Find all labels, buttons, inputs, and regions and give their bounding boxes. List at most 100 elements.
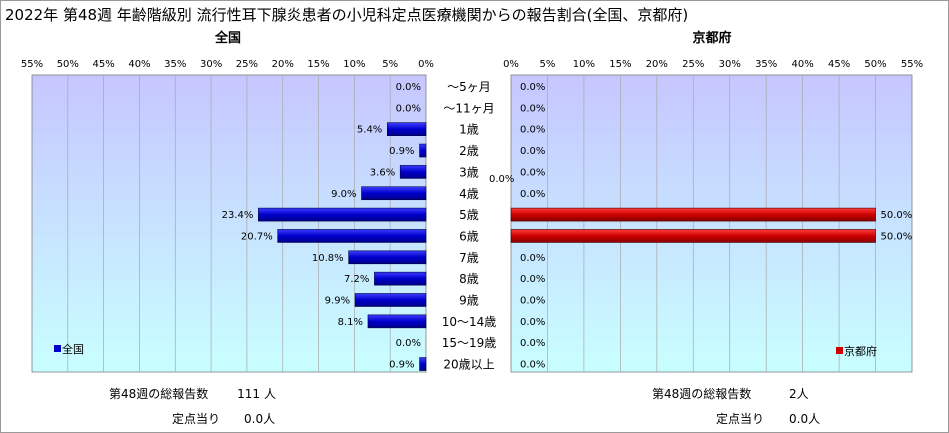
kyoto-tick-label: 50% xyxy=(864,59,886,70)
national-tick-label: 5% xyxy=(382,59,398,70)
kyoto-tick-label: 30% xyxy=(719,59,741,70)
age-category-labels: ～5ヶ月 ～11ヶ月 1歳 2歳 3歳 4歳 5歳 6歳 7歳 8歳 9歳 10～14歳 15～19歳 2… xyxy=(442,80,497,372)
kyoto-tick-label: 0% xyxy=(503,59,519,70)
age-category-label: 10～14歳 xyxy=(442,315,497,329)
national-bar xyxy=(258,207,427,222)
kyoto-value-label: 0.0% xyxy=(520,317,545,328)
kyoto-tick-labels: 0% 5% 10% 15% 20% 25% 30% 35% 40% 45% 50% 55% xyxy=(503,59,923,70)
national-bar xyxy=(361,186,427,201)
national-plot-area xyxy=(31,74,427,373)
age-category-label: 9歳 xyxy=(459,294,479,308)
kyoto-value-label: 50.0% xyxy=(881,231,913,242)
national-tick-label: 50% xyxy=(57,59,79,70)
national-value-labels: 0.0% 0.0% 5.4% 0.9% 3.6% 9.0% 23.4% 20.7% 10.8%7… xyxy=(222,82,421,371)
kyoto-value-labels: 0.0% 0.0% 0.0% 0.0% 0.0% 0.0% 50.0% 50.0% 0.0% 0.… xyxy=(520,82,912,371)
kyoto-value-label: 0.0% xyxy=(520,296,545,307)
kyoto-value-label: 0.0% xyxy=(520,82,545,93)
national-tick-label: 55% xyxy=(21,59,43,70)
kyoto-bar xyxy=(510,207,876,222)
kyoto-legend-label: 京都府 xyxy=(844,344,877,358)
national-value-label: 5.4% xyxy=(357,125,382,136)
kyoto-total-value: 2人 xyxy=(789,387,809,401)
national-tick-label: 0% xyxy=(418,59,434,70)
national-value-label: 10.8% xyxy=(312,253,344,264)
national-value-label: 0.9% xyxy=(389,360,414,371)
national-bar xyxy=(419,357,427,371)
national-tick-labels: 55% 50% 45% 40% 35% 30% 25% 20% 15% 10% 5% 0% xyxy=(21,59,434,70)
kyoto-bars xyxy=(510,207,876,243)
national-bars xyxy=(258,122,427,371)
national-value-label: 3.6% xyxy=(370,167,395,178)
kyoto-tick-label: 10% xyxy=(573,59,595,70)
kyoto-value-label: 0.0% xyxy=(520,189,545,200)
national-bar xyxy=(387,122,427,136)
national-value-label: 0.0% xyxy=(396,82,421,93)
kyoto-gridlines xyxy=(547,75,876,372)
chart-title: 2022年 第48週 年齢階級別 流行性耳下腺炎患者の小児科定点医療機関からの報… xyxy=(5,6,688,24)
national-tick-label: 30% xyxy=(200,59,222,70)
kyoto-value-label: 0.0% xyxy=(520,360,545,371)
national-tick-label: 25% xyxy=(236,59,258,70)
age-category-label: 2歳 xyxy=(459,144,479,158)
national-legend: 全国 xyxy=(54,342,84,356)
national-legend-swatch xyxy=(54,345,61,352)
kyoto-value-label: 0.0% xyxy=(520,253,545,264)
kyoto-tick-label: 40% xyxy=(792,59,814,70)
national-tick-label: 35% xyxy=(164,59,186,70)
age-category-label: ～11ヶ月 xyxy=(443,101,494,115)
kyoto-subtitle: 京都府 xyxy=(692,30,731,46)
age-category-label: 8歳 xyxy=(459,272,479,286)
kyoto-value-label: 0.0% xyxy=(520,338,545,349)
kyoto-value-label: 0.0% xyxy=(520,167,545,178)
national-total-value: 111 xyxy=(237,387,260,401)
stray-value-label: 0.0% xyxy=(489,174,514,185)
national-bar xyxy=(367,314,427,329)
national-bar xyxy=(348,250,427,265)
national-bar xyxy=(399,165,427,179)
age-category-label: 15～19歳 xyxy=(442,336,497,350)
national-value-label: 8.1% xyxy=(338,317,363,328)
age-category-label: 1歳 xyxy=(459,123,479,137)
national-total-label: 第48週の総報告数 xyxy=(109,386,208,401)
national-tick-label: 15% xyxy=(307,59,329,70)
age-category-label: ～5ヶ月 xyxy=(447,80,491,94)
national-tick-label: 45% xyxy=(93,59,115,70)
national-bar xyxy=(374,271,427,286)
age-category-label: 7歳 xyxy=(459,251,479,265)
kyoto-per-label: 定点当り xyxy=(716,411,764,426)
kyoto-value-label: 0.0% xyxy=(520,274,545,285)
national-per-value: 0.0人 xyxy=(244,412,275,426)
kyoto-tick-label: 5% xyxy=(540,59,556,70)
national-value-label: 0.9% xyxy=(389,146,414,157)
age-category-label: 3歳 xyxy=(459,165,479,179)
kyoto-legend-swatch xyxy=(836,347,843,354)
kyoto-tick-label: 55% xyxy=(901,59,923,70)
national-tick-label: 40% xyxy=(128,59,150,70)
kyoto-tick-label: 35% xyxy=(755,59,777,70)
national-bar xyxy=(354,293,427,307)
national-bar xyxy=(419,143,427,158)
kyoto-legend: 京都府 xyxy=(836,344,877,358)
national-tick-label: 10% xyxy=(343,59,365,70)
age-category-label: 20歳以上 xyxy=(443,358,494,372)
national-value-label: 9.0% xyxy=(331,189,356,200)
kyoto-value-label: 0.0% xyxy=(520,103,545,114)
kyoto-tick-label: 20% xyxy=(646,59,668,70)
national-per-label: 定点当り xyxy=(172,411,220,426)
national-value-label: 9.9% xyxy=(325,296,350,307)
kyoto-tick-label: 25% xyxy=(682,59,704,70)
national-bar xyxy=(277,229,427,243)
age-category-label: 5歳 xyxy=(459,208,479,222)
national-footer: 第48週の総報告数 111 人 定点当り 0.0人 xyxy=(109,386,276,426)
national-value-label: 23.4% xyxy=(222,210,254,221)
national-value-label: 7.2% xyxy=(344,274,369,285)
kyoto-value-label: 50.0% xyxy=(881,210,913,221)
kyoto-value-label: 0.0% xyxy=(520,146,545,157)
national-total-unit: 人 xyxy=(264,387,276,401)
kyoto-total-label: 第48週の総報告数 xyxy=(652,386,751,401)
national-tick-label: 20% xyxy=(272,59,294,70)
kyoto-bar xyxy=(510,229,876,243)
national-subtitle: 全国 xyxy=(214,30,241,46)
national-value-label: 0.0% xyxy=(396,338,421,349)
